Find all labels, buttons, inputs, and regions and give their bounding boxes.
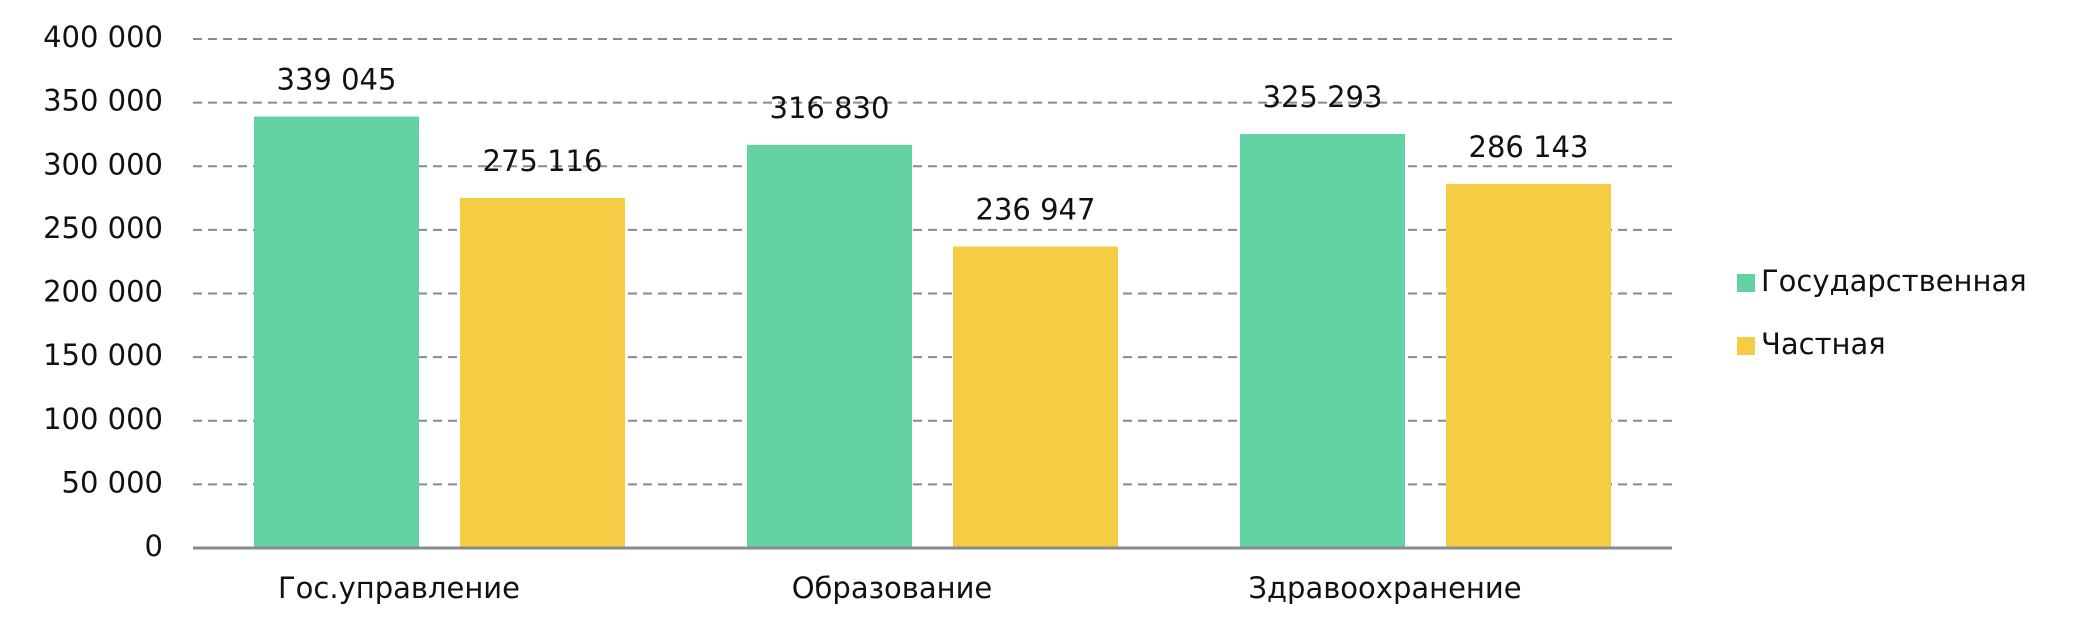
data-label: 339 045 — [277, 63, 397, 97]
bar — [254, 116, 419, 548]
legend-label: Государственная — [1761, 264, 2027, 298]
y-tick-label: 300 000 — [43, 147, 163, 181]
bar — [953, 246, 1118, 549]
bar — [747, 144, 912, 548]
data-label: 275 116 — [483, 144, 603, 178]
y-tick-label: 150 000 — [43, 338, 163, 372]
bar — [1446, 183, 1611, 548]
y-tick-label: 250 000 — [43, 211, 163, 245]
y-tick-label: 400 000 — [43, 20, 163, 54]
x-tick-label: Гос.управление — [278, 571, 520, 605]
data-label: 316 830 — [770, 91, 890, 125]
y-tick-label: 100 000 — [43, 402, 163, 436]
bar — [460, 197, 625, 548]
legend-swatch — [1737, 337, 1755, 355]
legend-swatch — [1737, 274, 1755, 292]
y-tick-label: 350 000 — [43, 84, 163, 118]
y-tick-label: 0 — [145, 529, 163, 563]
data-label: 286 143 — [1469, 130, 1589, 164]
bar — [1240, 134, 1405, 549]
x-tick-label: Здравоохранение — [1248, 571, 1521, 605]
data-label: 236 947 — [976, 192, 1096, 226]
data-label: 325 293 — [1263, 80, 1383, 114]
y-tick-label: 50 000 — [62, 465, 163, 499]
x-tick-label: Образование — [792, 571, 993, 605]
y-tick-label: 200 000 — [43, 275, 163, 309]
legend-label: Частная — [1761, 327, 1886, 361]
